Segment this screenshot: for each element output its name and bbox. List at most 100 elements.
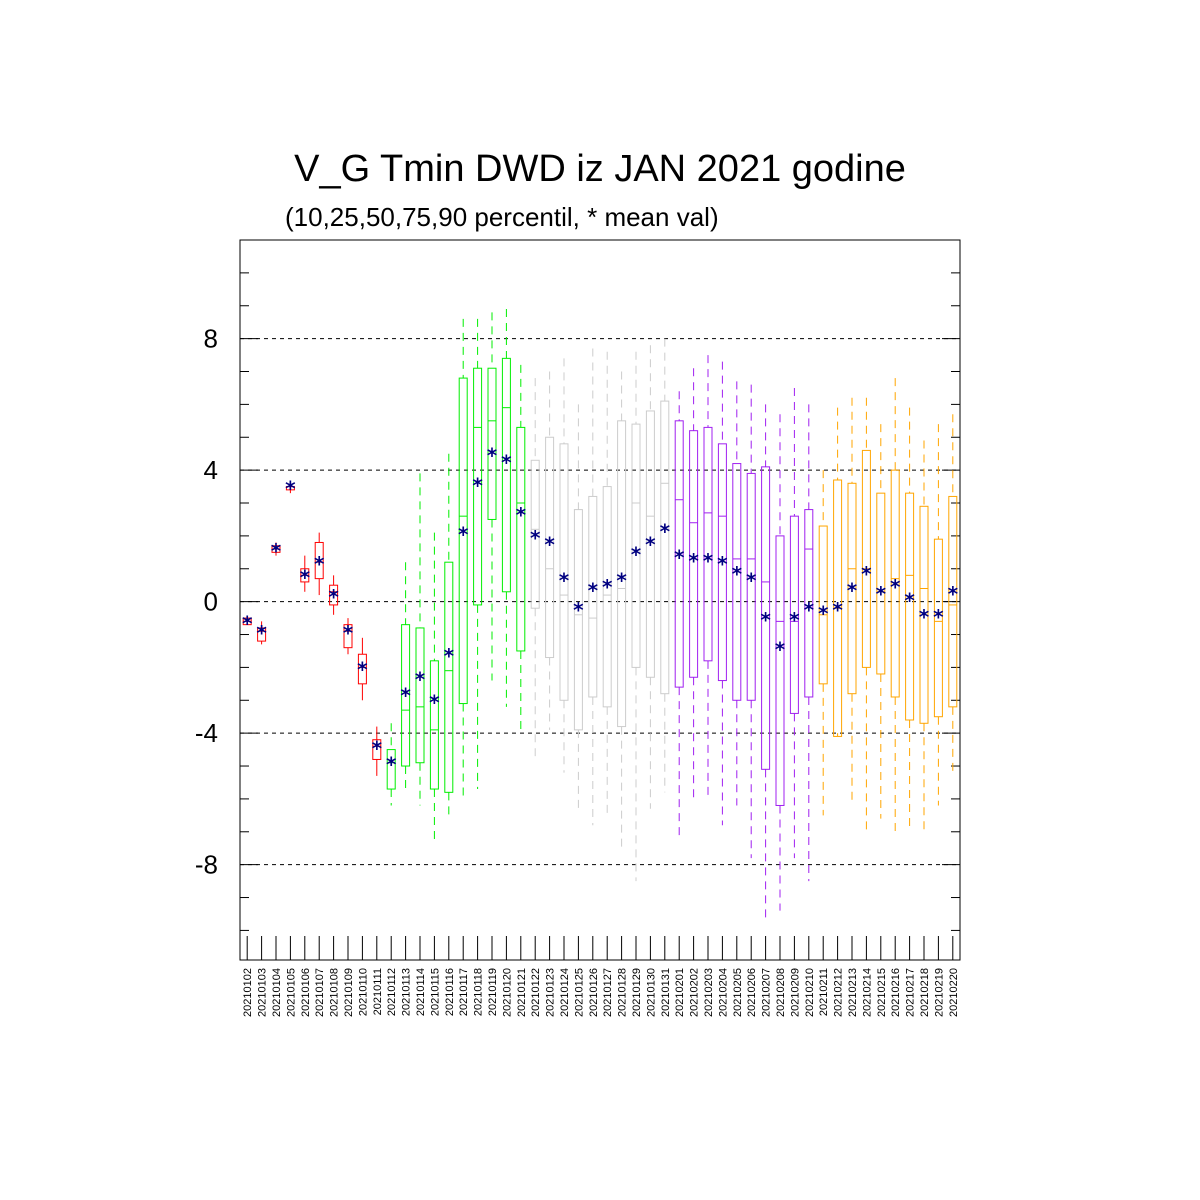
x-tick-label: 20210122 xyxy=(530,968,542,1017)
x-tick-label: 20210215 xyxy=(876,968,888,1017)
box-20210109 xyxy=(343,618,353,655)
x-tick-label: 20210129 xyxy=(631,968,643,1017)
y-axis: -8 -4 0 4 8 xyxy=(195,239,960,931)
x-tick-label: 20210117 xyxy=(458,968,470,1016)
x-tick-label: 20210105 xyxy=(285,968,297,1017)
iqr-box xyxy=(732,463,742,701)
iqr-box xyxy=(401,624,411,767)
x-tick-label: 20210218 xyxy=(919,968,931,1017)
mean-marker: * xyxy=(660,519,671,543)
mean-marker: * xyxy=(328,585,339,609)
x-axis: 20210102 20210103 20210104 20210105 20210106… xyxy=(242,936,960,1017)
iqr-box xyxy=(775,535,785,806)
box-20210122 xyxy=(530,378,540,757)
mean-marker: * xyxy=(530,526,541,550)
mean-marker: * xyxy=(516,503,527,527)
mean-marker: * xyxy=(544,532,555,556)
mean-marker: * xyxy=(804,598,815,622)
box-20210113 xyxy=(401,562,411,793)
x-tick-label: 20210214 xyxy=(861,968,873,1017)
mean-marker: * xyxy=(386,753,397,777)
x-tick-label: 20210217 xyxy=(905,968,917,1017)
iqr-box xyxy=(530,459,540,609)
mean-marker: * xyxy=(501,450,512,474)
iqr-box xyxy=(933,538,943,718)
x-tick-label: 20210110 xyxy=(357,968,369,1016)
x-tick-label: 20210205 xyxy=(732,968,744,1017)
iqr-box xyxy=(343,624,353,649)
box-20210207 xyxy=(761,404,771,921)
iqr-box xyxy=(890,469,900,698)
x-tick-label: 20210219 xyxy=(933,968,945,1017)
box-20210214 xyxy=(861,397,871,832)
iqr-box xyxy=(948,495,958,708)
iqr-box xyxy=(703,426,713,662)
box-20210205 xyxy=(732,381,742,806)
box-20210120 xyxy=(501,309,511,707)
grid-layer xyxy=(240,338,960,866)
box-20210125 xyxy=(573,404,583,813)
iqr-box xyxy=(631,423,641,668)
box-20210105 xyxy=(285,483,295,494)
box-20210117 xyxy=(458,318,468,796)
x-tick-label: 20210216 xyxy=(890,968,902,1017)
box-20210128 xyxy=(617,371,627,849)
x-tick-label: 20210125 xyxy=(573,968,585,1017)
x-tick-label: 20210131 xyxy=(660,968,672,1017)
iqr-box xyxy=(876,492,886,675)
iqr-box xyxy=(487,367,497,520)
x-tick-label: 20210212 xyxy=(833,968,845,1017)
x-tick-label: 20210106 xyxy=(300,968,312,1017)
mean-marker: * xyxy=(242,611,253,635)
x-tick-label: 20210220 xyxy=(948,968,960,1017)
x-tick-label: 20210126 xyxy=(588,968,600,1017)
x-tick-label: 20210111 xyxy=(372,968,384,1015)
box-20210216 xyxy=(890,378,900,836)
x-tick-label: 20210210 xyxy=(804,968,816,1017)
mean-marker: * xyxy=(948,582,959,606)
iqr-box xyxy=(717,443,727,682)
iqr-box xyxy=(645,410,655,678)
iqr-box xyxy=(458,377,468,705)
mean-marker: * xyxy=(703,549,714,573)
iqr-box xyxy=(559,443,569,701)
box-20210114 xyxy=(415,473,425,806)
x-tick-label: 20210208 xyxy=(775,968,787,1017)
boxes-layer xyxy=(242,309,958,921)
x-tick-label: 20210115 xyxy=(429,968,441,1016)
box-20210219 xyxy=(933,424,943,806)
mean-marker: * xyxy=(285,477,296,501)
box-20210202 xyxy=(689,368,699,803)
x-tick-label: 20210112 xyxy=(386,968,398,1016)
x-tick-label: 20210203 xyxy=(703,968,715,1017)
x-tick-label: 20210209 xyxy=(789,968,801,1017)
box-20210203 xyxy=(703,355,713,799)
iqr-box xyxy=(429,660,439,790)
box-20210108 xyxy=(329,575,339,615)
mean-marker: * xyxy=(760,608,771,632)
x-tick-label: 20210116 xyxy=(444,968,456,1016)
mean-marker: * xyxy=(256,621,267,645)
box-20210204 xyxy=(717,361,727,826)
mean-marker: * xyxy=(573,598,584,622)
box-20210206 xyxy=(746,384,756,859)
x-tick-label: 20210108 xyxy=(329,968,341,1017)
chart-title: V_G Tmin DWD iz JAN 2021 godine xyxy=(294,148,906,190)
iqr-box xyxy=(689,430,699,678)
y-tick-label: 8 xyxy=(204,324,218,354)
iqr-box xyxy=(602,486,612,708)
x-tick-label: 20210204 xyxy=(717,968,729,1017)
mean-marker: * xyxy=(415,667,426,691)
box-20210215 xyxy=(876,424,886,819)
iqr-box xyxy=(905,492,915,721)
mean-marker: * xyxy=(271,539,282,563)
box-20210212 xyxy=(833,407,843,737)
iqr-box xyxy=(804,509,814,698)
iqr-box xyxy=(372,739,382,760)
x-tick-label: 20210109 xyxy=(343,968,355,1017)
box-20210111 xyxy=(372,726,382,776)
x-tick-label: 20210113 xyxy=(401,968,413,1016)
iqr-box xyxy=(789,515,799,714)
box-20210115 xyxy=(429,532,439,842)
mean-marker: * xyxy=(890,575,901,599)
